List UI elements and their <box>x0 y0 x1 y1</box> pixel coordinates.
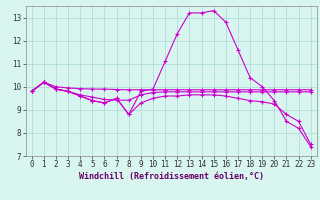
X-axis label: Windchill (Refroidissement éolien,°C): Windchill (Refroidissement éolien,°C) <box>79 172 264 181</box>
